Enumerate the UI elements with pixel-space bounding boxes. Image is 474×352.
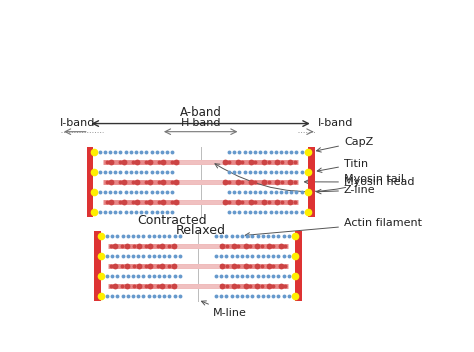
Text: Myosin head: Myosin head <box>304 177 414 187</box>
Bar <box>87 146 93 217</box>
Text: Z-line: Z-line <box>317 185 375 195</box>
Text: Myosin tail: Myosin tail <box>215 164 404 191</box>
Bar <box>94 231 101 301</box>
Text: Actin filament: Actin filament <box>245 218 422 237</box>
Text: Titin: Titin <box>317 159 368 172</box>
Text: I-band: I-band <box>318 118 354 128</box>
Text: Relaxed: Relaxed <box>176 224 226 237</box>
Bar <box>295 231 301 301</box>
Bar <box>308 146 315 217</box>
Text: M-line: M-line <box>201 301 246 318</box>
Text: CapZ: CapZ <box>317 137 373 152</box>
Text: A-band: A-band <box>180 107 222 119</box>
Text: H-band: H-band <box>181 118 221 128</box>
Text: I-band: I-band <box>60 118 96 128</box>
Text: Contracted: Contracted <box>137 214 207 227</box>
